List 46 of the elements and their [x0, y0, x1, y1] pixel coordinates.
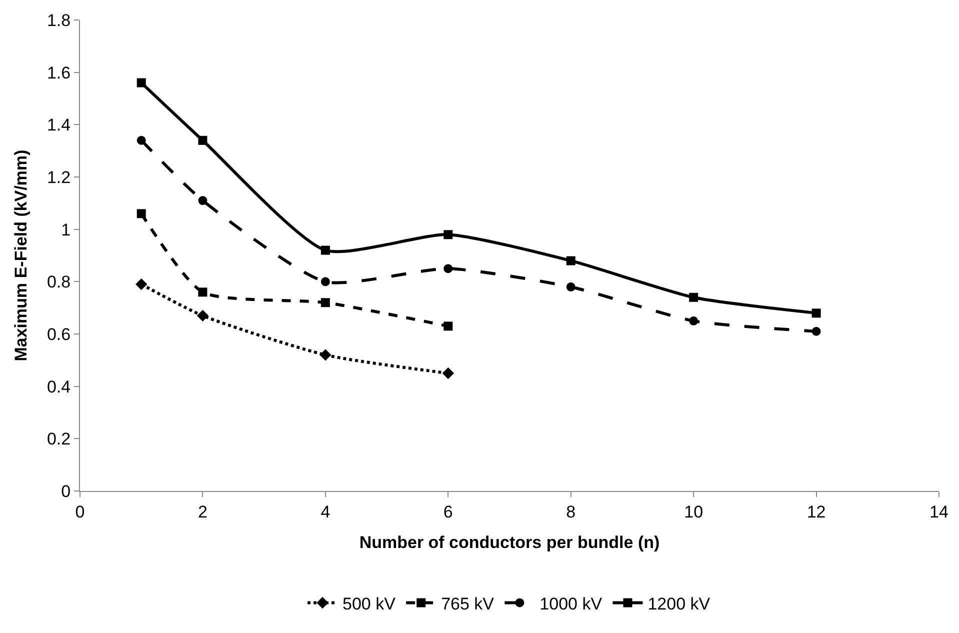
legend-label: 1000 kV — [540, 594, 603, 614]
y-tick-label: 1.8 — [46, 10, 71, 30]
point — [198, 196, 208, 206]
x-tick-label: 4 — [320, 502, 330, 522]
x-tick-label: 6 — [443, 502, 453, 522]
y-tick-label: 1 — [61, 220, 71, 240]
point — [198, 288, 208, 297]
y-tick-label: 1.2 — [46, 168, 71, 187]
x-tick-label: 0 — [75, 502, 85, 522]
legend-label: 765 kV — [441, 594, 495, 614]
point — [566, 282, 576, 292]
x-tick-label: 12 — [806, 502, 826, 522]
point — [320, 246, 330, 255]
x-axis-title: Number of conductors per bundle (n) — [359, 532, 660, 552]
point — [136, 78, 146, 88]
x-tick-label: 14 — [930, 502, 948, 522]
point — [136, 209, 146, 218]
x-tick-label: 10 — [684, 502, 704, 522]
x-tick-label: 2 — [198, 502, 208, 522]
point — [689, 316, 698, 326]
y-tick-label: 0.2 — [46, 430, 71, 449]
point — [136, 136, 146, 145]
point — [198, 136, 208, 145]
point — [442, 367, 454, 380]
point — [320, 349, 332, 361]
y-tick-label: 0.6 — [46, 324, 71, 344]
point — [444, 264, 453, 274]
point — [444, 322, 453, 331]
point — [320, 298, 330, 308]
y-axis-title: Maximum E-Field (kV/mm) — [12, 150, 31, 362]
y-tick-label: 0 — [61, 482, 71, 501]
legend-label: 1200 kV — [648, 594, 711, 614]
y-tick-label: 0.8 — [46, 272, 71, 292]
point — [136, 278, 148, 290]
point — [196, 310, 209, 322]
y-tick-label: 1.6 — [46, 63, 71, 82]
x-tick-label: 8 — [566, 502, 576, 522]
point — [444, 230, 453, 240]
legend-label: 500 kV — [342, 594, 396, 614]
y-tick-label: 1.4 — [46, 116, 71, 135]
point — [689, 292, 698, 302]
point — [320, 277, 330, 286]
point — [812, 326, 821, 336]
point — [566, 256, 576, 266]
point — [812, 308, 821, 318]
y-tick-label: 0.4 — [46, 377, 71, 396]
